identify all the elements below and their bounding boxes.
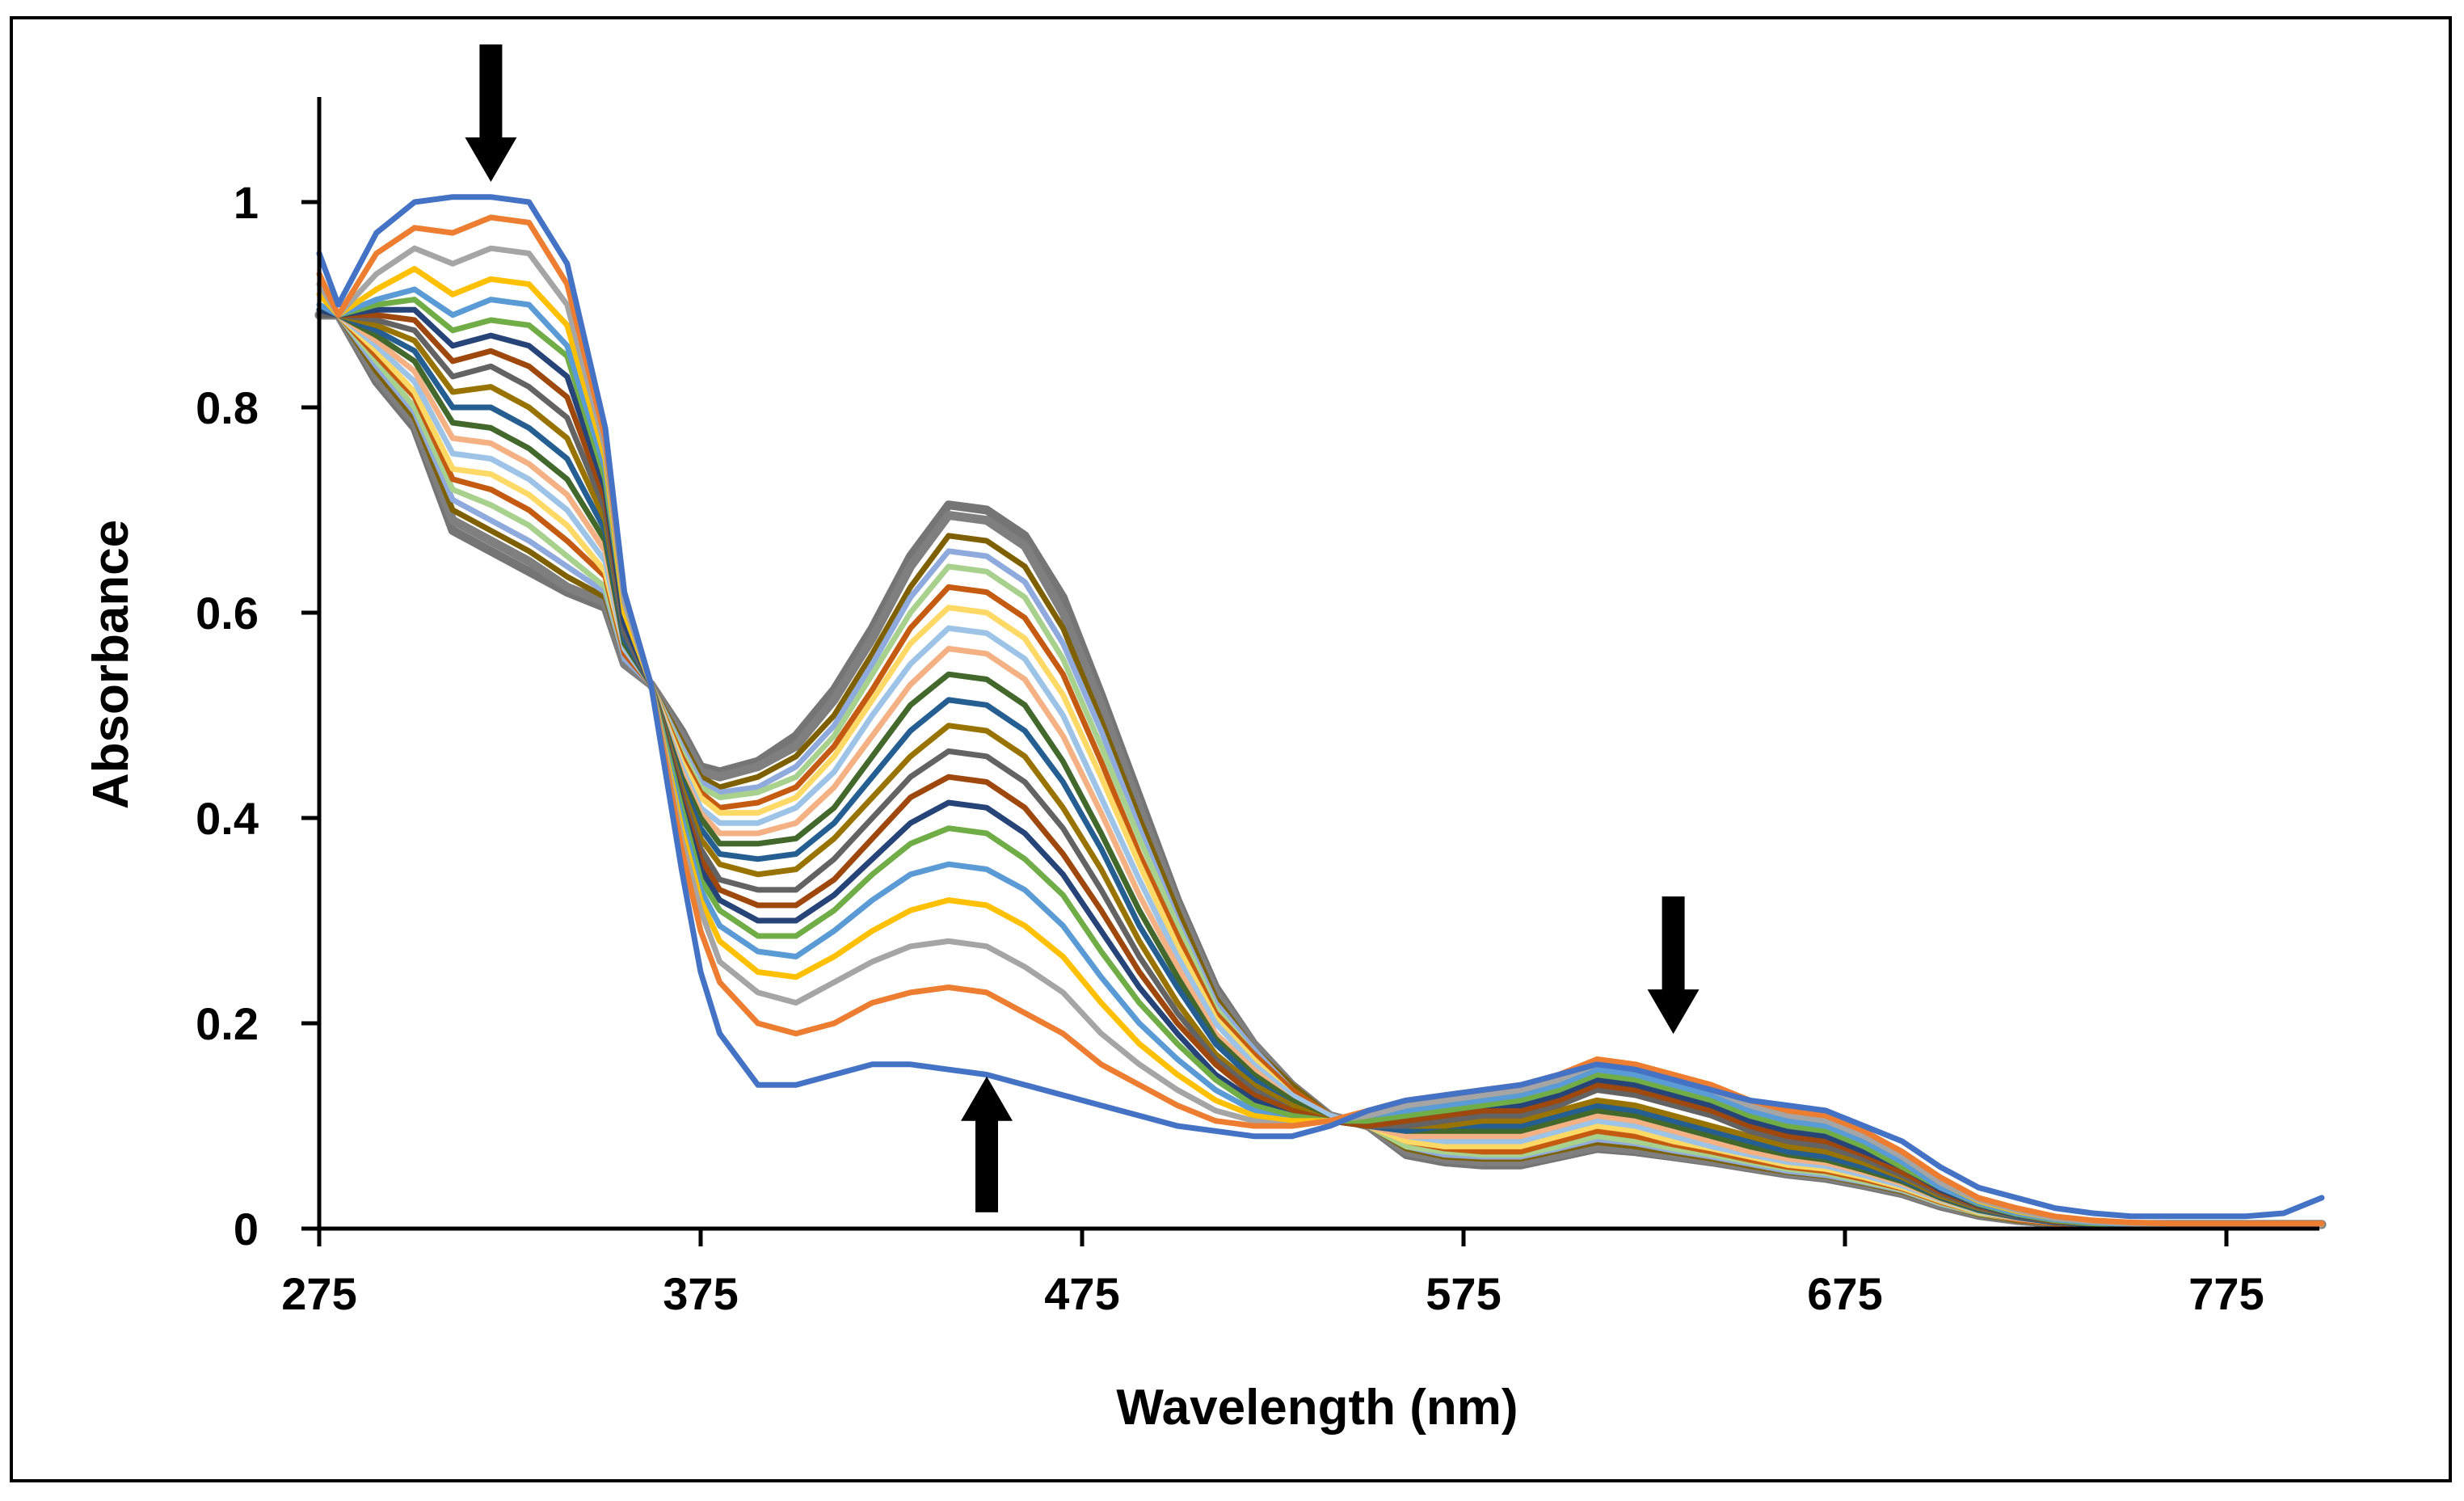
spectrum-line-1 <box>316 194 2325 1220</box>
arrow-head <box>961 1076 1013 1121</box>
y-tick-label: 1 <box>234 177 259 228</box>
arrow-head <box>465 137 517 182</box>
y-axis-title: Absorbance <box>83 520 139 809</box>
x-axis-title: Wavelength (nm) <box>1116 1380 1518 1436</box>
arrow-down-icon <box>1647 896 1700 1035</box>
arrow-head <box>1647 989 1700 1035</box>
y-tick-label: 0.4 <box>196 793 259 844</box>
arrow-shaft <box>975 1119 998 1212</box>
arrow-shaft <box>479 44 503 139</box>
x-tick-label: 675 <box>1807 1268 1882 1319</box>
series-layer <box>314 194 2327 1229</box>
y-tick-label: 0.8 <box>196 382 259 433</box>
tick-layer: 275 375 475 575 675 775 0 0.2 0.4 0.6 0.8 1 <box>196 177 2264 1319</box>
x-tick-label: 275 <box>281 1268 356 1319</box>
arrow-shaft <box>1662 896 1685 992</box>
arrow-layer <box>465 44 1700 1212</box>
x-tick-label: 775 <box>2188 1268 2264 1319</box>
chart-frame <box>10 16 2452 1482</box>
x-tick-label: 475 <box>1044 1268 1119 1319</box>
x-tick-label: 375 <box>663 1268 738 1319</box>
y-tick-label: 0.6 <box>196 588 259 639</box>
y-tick-label: 0 <box>234 1204 259 1254</box>
y-tick-label: 0.2 <box>196 998 259 1049</box>
x-tick-label: 575 <box>1426 1268 1501 1319</box>
arrow-up-icon <box>961 1076 1013 1212</box>
arrow-down-icon <box>465 44 517 182</box>
